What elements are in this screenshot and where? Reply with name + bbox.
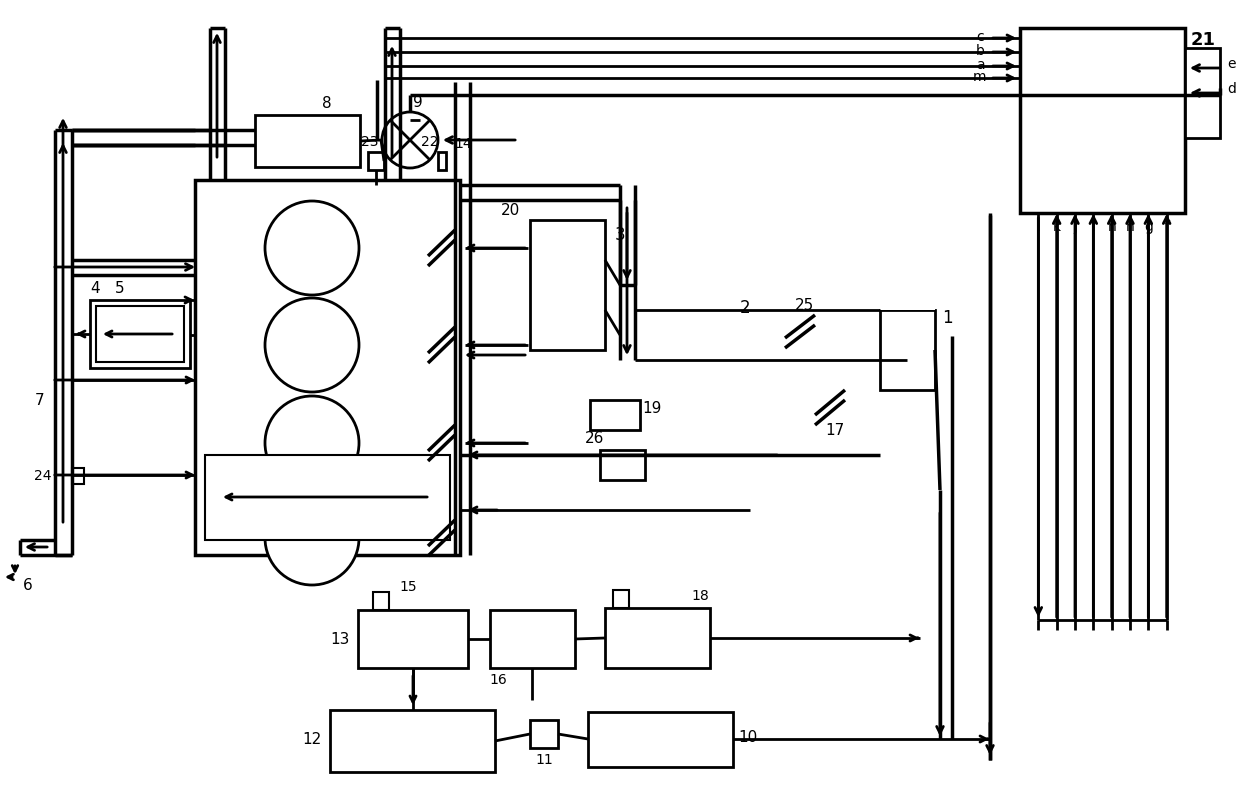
Text: 11: 11 [536, 753, 553, 767]
Bar [529, 720, 558, 748]
Text: n: n [1107, 220, 1116, 234]
Text: 8: 8 [322, 96, 332, 111]
Text: 2: 2 [740, 299, 750, 317]
Text: 9: 9 [413, 95, 423, 109]
Bar [529, 220, 605, 350]
Text: 20: 20 [501, 202, 520, 218]
Bar [373, 592, 389, 610]
Bar [358, 610, 467, 668]
Circle shape [265, 491, 360, 585]
Text: 4: 4 [91, 281, 99, 296]
Text: 17: 17 [826, 422, 844, 438]
Text: j: j [1073, 220, 1078, 234]
Bar [205, 455, 450, 540]
Bar [438, 152, 446, 170]
Text: a: a [976, 58, 985, 72]
Text: d: d [1228, 82, 1236, 96]
Text: 25: 25 [795, 297, 815, 312]
Text: l: l [1037, 220, 1040, 234]
Text: 18: 18 [691, 589, 709, 603]
Text: 10: 10 [738, 729, 758, 744]
Bar [613, 590, 629, 608]
Circle shape [382, 112, 438, 168]
Text: e: e [1228, 57, 1236, 71]
Bar [368, 152, 384, 170]
Bar [600, 450, 645, 480]
Bar [91, 300, 190, 368]
Text: g: g [1143, 220, 1153, 234]
Circle shape [265, 396, 360, 490]
Circle shape [265, 298, 360, 392]
Text: 1: 1 [941, 309, 952, 327]
Bar [1185, 48, 1220, 138]
Bar [330, 710, 495, 772]
Text: 5: 5 [115, 281, 125, 296]
Bar [880, 215, 935, 310]
Text: i: i [1091, 220, 1095, 234]
Text: 14: 14 [454, 137, 471, 151]
Text: 19: 19 [642, 401, 662, 415]
Text: 12: 12 [303, 732, 321, 748]
Text: 3: 3 [615, 226, 625, 244]
Text: c: c [976, 30, 983, 44]
Text: h: h [1126, 220, 1135, 234]
Bar [1021, 28, 1185, 213]
Bar [255, 115, 360, 167]
Bar [880, 310, 935, 390]
Bar [195, 180, 460, 555]
Bar [490, 610, 575, 668]
Bar [605, 608, 711, 668]
Text: 13: 13 [330, 633, 350, 647]
Bar [72, 468, 84, 484]
Text: 26: 26 [585, 430, 605, 446]
Text: f: f [1164, 220, 1169, 234]
Text: 15: 15 [399, 580, 417, 594]
Text: 23: 23 [361, 135, 378, 149]
Text: m: m [973, 70, 987, 84]
Text: 6: 6 [24, 578, 33, 592]
Text: k: k [1053, 220, 1060, 234]
Bar [588, 712, 733, 767]
Text: b: b [976, 44, 985, 58]
Bar [590, 400, 640, 430]
Text: 16: 16 [489, 673, 507, 687]
Circle shape [265, 201, 360, 295]
Text: 22: 22 [422, 135, 439, 149]
Text: 21: 21 [1190, 31, 1215, 49]
Bar [95, 306, 184, 362]
Text: 24: 24 [35, 469, 52, 483]
Text: 7: 7 [35, 392, 45, 407]
